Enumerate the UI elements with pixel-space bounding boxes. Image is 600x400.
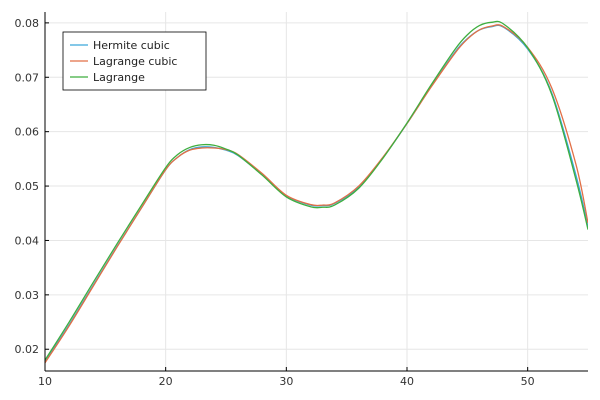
x-tick-label: 40 xyxy=(400,375,414,388)
y-tick-label: 0.05 xyxy=(15,180,40,193)
series-line-lagrange xyxy=(45,20,588,361)
x-tick-label: 20 xyxy=(159,375,173,388)
x-tick-label: 30 xyxy=(279,375,293,388)
legend-label-lagrange: Lagrange xyxy=(93,71,145,84)
y-tick-label: 0.07 xyxy=(15,71,40,84)
y-tick-label: 0.04 xyxy=(15,234,40,247)
legend: Hermite cubic Lagrange cubic Lagrange xyxy=(62,31,207,91)
series-line-lagrange-cubic xyxy=(45,24,588,364)
y-tick-label: 0.02 xyxy=(15,343,40,356)
y-tick-label: 0.06 xyxy=(15,126,40,139)
x-tick-label: 50 xyxy=(521,375,535,388)
x-tick-label: 10 xyxy=(38,375,52,388)
y-tick-label: 0.08 xyxy=(15,17,40,30)
legend-label-hermite-cubic: Hermite cubic xyxy=(93,39,170,52)
axes: 10 20 30 40 50 0.02 0.03 0.04 0.05 0.06 0.07 0.08 xyxy=(15,12,588,388)
legend-label-lagrange-cubic: Lagrange cubic xyxy=(93,55,177,68)
y-tick-label: 0.03 xyxy=(15,289,40,302)
series-lines xyxy=(45,20,588,364)
